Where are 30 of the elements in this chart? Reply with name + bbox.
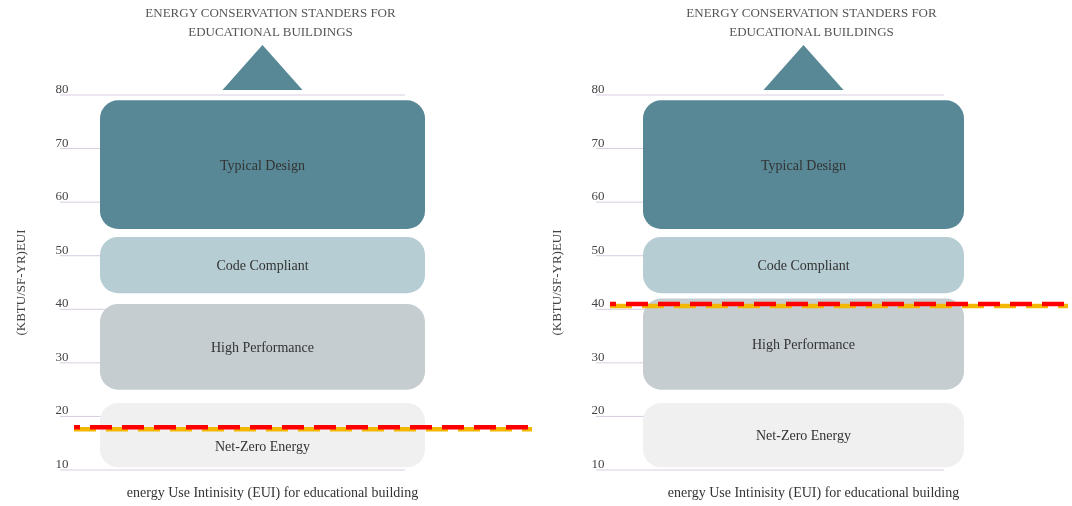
y-tick-label: 10 xyxy=(591,456,605,471)
y-tick-label: 80 xyxy=(55,81,69,96)
y-tick-label: 50 xyxy=(591,241,605,257)
y-tick-label: 20 xyxy=(55,402,69,418)
series-label: Typical Design xyxy=(761,157,846,173)
series-label: Code Compliant xyxy=(757,258,850,274)
y-tick-label: 60 xyxy=(55,188,69,204)
y-tick-label: 80 xyxy=(591,81,605,96)
y-axis-title: (KBTU/SF-YR)EUI xyxy=(13,229,28,336)
y-tick-label: 40 xyxy=(591,295,605,311)
y-tick-label: 30 xyxy=(591,348,605,364)
series-label: High Performance xyxy=(751,337,856,353)
y-tick-label: 30 xyxy=(55,348,69,364)
series-label: Net-Zero Energy xyxy=(215,439,310,455)
y-tick-label: 70 xyxy=(55,134,69,150)
series-label: Typical Design xyxy=(220,157,305,173)
chart-title: ENERGY CONSERVATION STANDERS FOR EDUCATIONAL BUILDINGS xyxy=(686,5,938,39)
x-axis-title: energy Use Intinisity (EUI) for educational building xyxy=(667,485,960,501)
y-tick-label: 20 xyxy=(591,402,605,418)
y-tick-label: 50 xyxy=(55,241,69,257)
x-axis-title: energy Use Intinisity (EUI) for educational building xyxy=(126,485,419,501)
y-tick-label: 60 xyxy=(591,188,605,204)
y-tick-label: 70 xyxy=(591,134,605,150)
chart-title: ENERGY CONSERVATION STANDERS FOR EDUCATIONAL BUILDINGS xyxy=(145,5,397,39)
series-label: Net-Zero Energy xyxy=(756,428,851,444)
y-axis-title: (KBTU/SF-YR)EUI xyxy=(549,229,564,336)
y-tick-label: 40 xyxy=(55,295,69,311)
series-label: Code Compliant xyxy=(216,258,309,274)
y-tick-label: 10 xyxy=(55,456,69,471)
series-label: High Performance xyxy=(210,339,315,355)
